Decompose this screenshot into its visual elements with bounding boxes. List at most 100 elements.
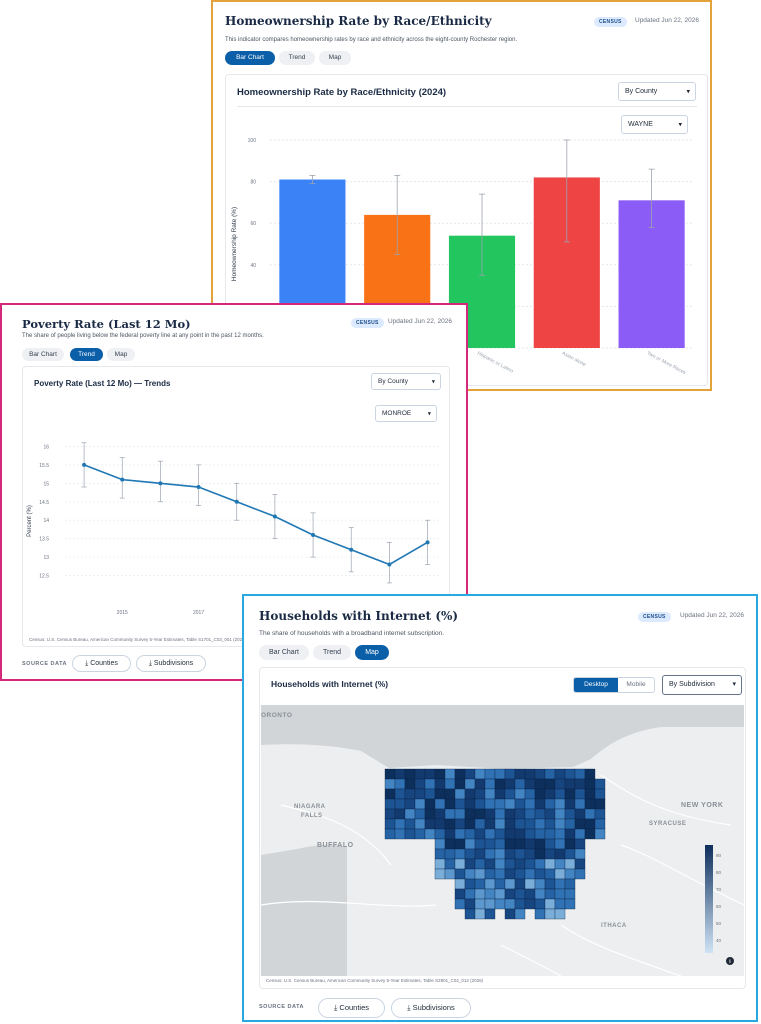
info-icon-glyph: i bbox=[729, 959, 731, 965]
subdivision bbox=[444, 868, 456, 880]
subdivision bbox=[484, 768, 496, 780]
chevron-down-icon: ▾ bbox=[431, 378, 435, 385]
subdivision bbox=[444, 818, 456, 830]
subdivision bbox=[494, 808, 506, 820]
subdivision bbox=[554, 828, 566, 840]
view-select[interactable]: By County ▾ bbox=[371, 373, 441, 390]
subdivision bbox=[444, 788, 456, 800]
subdivisions-download-button[interactable]: ⤓ Subdivisions bbox=[136, 655, 206, 672]
lake-erie bbox=[261, 844, 347, 976]
road bbox=[560, 924, 682, 976]
subdivision bbox=[384, 778, 396, 790]
view-select[interactable]: By Subdivision ▾ bbox=[662, 675, 742, 695]
subdivision bbox=[494, 778, 506, 790]
subdivision bbox=[444, 828, 456, 840]
subdivision bbox=[494, 818, 506, 830]
button-label: Subdivisions bbox=[412, 1003, 455, 1012]
road bbox=[280, 804, 392, 866]
subdivision bbox=[534, 898, 546, 910]
tab-bar-chart[interactable]: Bar Chart bbox=[259, 645, 309, 660]
view-select[interactable]: By County ▾ bbox=[618, 82, 696, 101]
y-tick-label: 16 bbox=[43, 444, 49, 450]
download-icon: ⤓ bbox=[85, 660, 89, 667]
legend-color-bar bbox=[705, 845, 713, 953]
toggle-desktop[interactable]: Desktop bbox=[574, 678, 618, 692]
subdivisions-download-button[interactable]: ⤓ Subdivisions bbox=[391, 998, 471, 1018]
subdivision bbox=[554, 868, 566, 880]
subdivision bbox=[564, 838, 576, 850]
subdivision bbox=[464, 888, 476, 900]
tab-map[interactable]: Map bbox=[107, 348, 135, 361]
internet-card: Households with Internet (%) CENSUS Upda… bbox=[242, 594, 758, 1022]
map-city-label: NEW YORK bbox=[681, 802, 723, 809]
subdivision bbox=[404, 778, 416, 790]
data-point bbox=[311, 532, 316, 537]
tab-trend[interactable]: Trend bbox=[279, 51, 315, 65]
county-select[interactable]: MONROE ▾ bbox=[375, 405, 437, 422]
divider bbox=[237, 106, 697, 107]
subdivision bbox=[454, 838, 466, 850]
subdivision bbox=[504, 838, 516, 850]
tab-trend[interactable]: Trend bbox=[70, 348, 103, 361]
subdivision bbox=[474, 778, 486, 790]
subdivision bbox=[564, 818, 576, 830]
y-tick-label: 100 bbox=[248, 138, 257, 144]
legend-tick-label: 40 bbox=[716, 938, 722, 943]
subdivision bbox=[434, 798, 446, 810]
subdivision bbox=[414, 808, 426, 820]
subdivision bbox=[434, 858, 446, 870]
subdivision bbox=[394, 778, 406, 790]
card-subtitle: The share of people living below the fed… bbox=[22, 333, 264, 339]
legend-tick-label: 90 bbox=[716, 853, 722, 858]
subdivision bbox=[484, 878, 496, 890]
subdivision bbox=[534, 768, 546, 780]
subdivision bbox=[504, 828, 516, 840]
counties-download-button[interactable]: ⤓ Counties bbox=[318, 998, 385, 1018]
tab-trend[interactable]: Trend bbox=[313, 645, 351, 660]
subdivision bbox=[394, 768, 406, 780]
subdivision bbox=[484, 778, 496, 790]
subdivision bbox=[464, 848, 476, 860]
subdivision bbox=[384, 788, 396, 800]
tab-bar-chart[interactable]: Bar Chart bbox=[22, 348, 64, 361]
subdivision bbox=[424, 788, 436, 800]
subdivision bbox=[524, 788, 536, 800]
subdivision bbox=[404, 788, 416, 800]
subdivision bbox=[464, 858, 476, 870]
road bbox=[500, 944, 562, 976]
subdivision bbox=[494, 828, 506, 840]
subdivision bbox=[514, 798, 526, 810]
download-icon: ⤓ bbox=[148, 660, 152, 667]
subdivision bbox=[564, 858, 576, 870]
map-panel: Households with Internet (%) Desktop Mob… bbox=[259, 667, 746, 989]
subdivision bbox=[384, 828, 396, 840]
subdivision bbox=[554, 848, 566, 860]
counties-download-button[interactable]: ⤓ Counties bbox=[72, 655, 131, 672]
subdivision bbox=[514, 788, 526, 800]
map-city-label: FALLS bbox=[301, 813, 323, 819]
toggle-mobile[interactable]: Mobile bbox=[626, 681, 646, 688]
source-data-label: SOURCE DATA bbox=[259, 1004, 305, 1010]
subdivision bbox=[454, 818, 466, 830]
view-select-value: By County bbox=[625, 88, 658, 95]
county-select[interactable]: WAYNE ▾ bbox=[621, 115, 688, 134]
tab-map[interactable]: Map bbox=[355, 645, 389, 660]
subdivision bbox=[444, 848, 456, 860]
data-point bbox=[82, 462, 87, 467]
tab-map[interactable]: Map bbox=[319, 51, 351, 65]
y-tick-label: 60 bbox=[250, 221, 256, 227]
tab-bar-chart[interactable]: Bar Chart bbox=[225, 51, 275, 65]
subdivision bbox=[534, 858, 546, 870]
subdivision bbox=[564, 848, 576, 860]
data-point bbox=[196, 485, 201, 490]
subdivision bbox=[454, 828, 466, 840]
subdivision bbox=[534, 908, 546, 920]
y-tick-label: 15 bbox=[43, 481, 49, 487]
subdivision bbox=[384, 798, 396, 810]
subdivision bbox=[524, 838, 536, 850]
subdivision bbox=[454, 798, 466, 810]
subdivision bbox=[544, 808, 556, 820]
subdivision bbox=[594, 818, 606, 830]
subdivision bbox=[564, 868, 576, 880]
legend-tick-label: 80 bbox=[716, 870, 722, 875]
